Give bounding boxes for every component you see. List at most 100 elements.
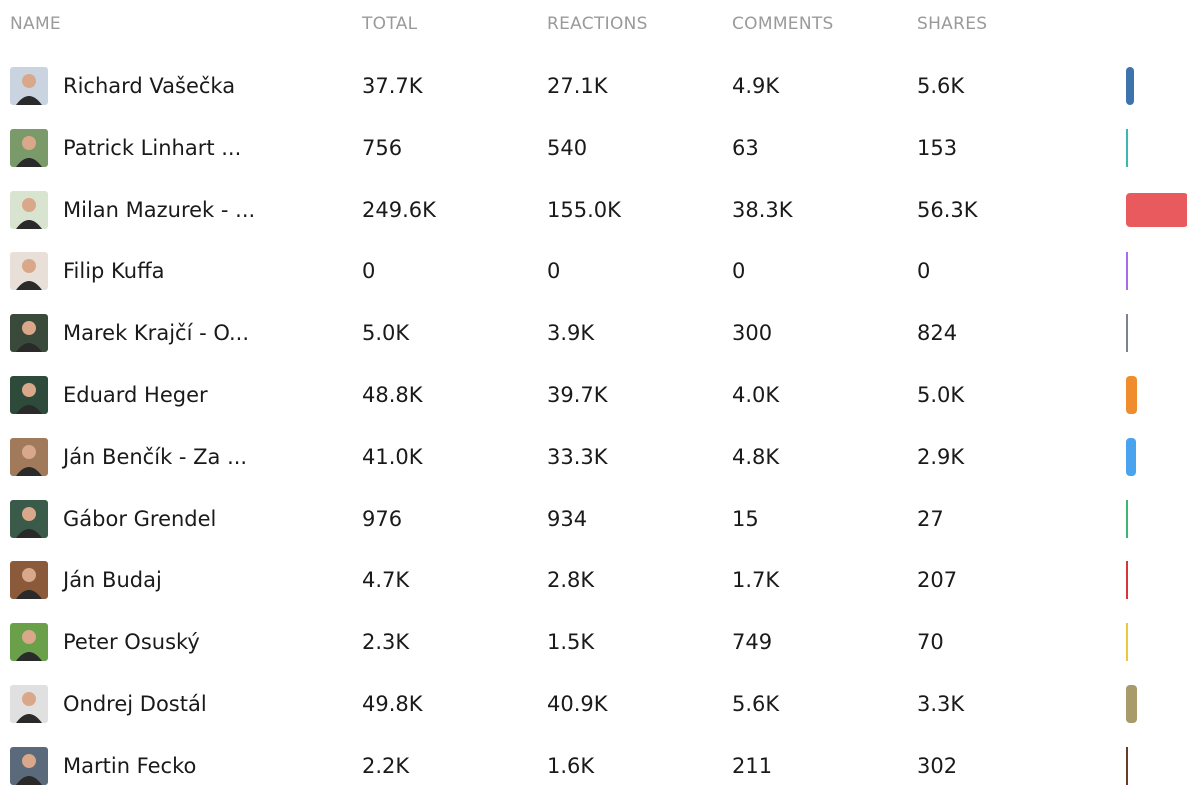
row-bar xyxy=(1126,500,1128,538)
cell-shares: 0 xyxy=(917,258,930,284)
row-bar xyxy=(1126,438,1136,476)
cell-name[interactable]: Ondrej Dostál xyxy=(63,691,207,717)
cell-name[interactable]: Eduard Heger xyxy=(63,382,208,408)
cell-reactions: 2.8K xyxy=(547,567,594,593)
cell-total: 48.8K xyxy=(362,382,423,408)
cell-name[interactable]: Peter Osuský xyxy=(63,629,200,655)
avatar xyxy=(10,561,48,599)
cell-total: 756 xyxy=(362,135,402,161)
cell-reactions: 0 xyxy=(547,258,560,284)
avatar-figure xyxy=(10,561,48,599)
cell-comments: 63 xyxy=(732,135,759,161)
column-header-shares[interactable]: SHARES xyxy=(917,14,987,34)
row-bar xyxy=(1126,561,1128,599)
cell-comments: 0 xyxy=(732,258,745,284)
avatar xyxy=(10,191,48,229)
cell-name[interactable]: Filip Kuffa xyxy=(63,258,164,284)
avatar-figure xyxy=(10,252,48,290)
cell-shares: 5.0K xyxy=(917,382,964,408)
row-bar xyxy=(1126,193,1187,227)
cell-shares: 2.9K xyxy=(917,444,964,470)
cell-name[interactable]: Gábor Grendel xyxy=(63,506,216,532)
avatar-figure xyxy=(10,685,48,723)
avatar xyxy=(10,314,48,352)
cell-comments: 4.9K xyxy=(732,73,779,99)
row-bar xyxy=(1126,623,1128,661)
page: NAME TOTAL REACTIONS COMMENTS SHARES Richard … xyxy=(0,0,1187,777)
cell-total: 976 xyxy=(362,506,402,532)
cell-shares: 70 xyxy=(917,629,944,655)
avatar-figure xyxy=(10,438,48,476)
cell-comments: 15 xyxy=(732,506,759,532)
cell-total: 49.8K xyxy=(362,691,423,717)
cell-shares: 824 xyxy=(917,320,957,346)
row-bar xyxy=(1126,314,1128,352)
cell-total: 2.3K xyxy=(362,629,409,655)
column-header-comments[interactable]: COMMENTS xyxy=(732,14,834,34)
row-bar xyxy=(1126,685,1137,723)
cell-shares: 207 xyxy=(917,567,957,593)
cell-total: 37.7K xyxy=(362,73,423,99)
cell-reactions: 3.9K xyxy=(547,320,594,346)
cell-reactions: 39.7K xyxy=(547,382,608,408)
avatar-figure xyxy=(10,747,48,785)
cell-name[interactable]: Marek Krajčí - O... xyxy=(63,320,249,346)
cell-comments: 38.3K xyxy=(732,197,793,223)
avatar-figure xyxy=(10,129,48,167)
cell-shares: 5.6K xyxy=(917,73,964,99)
cell-comments: 749 xyxy=(732,629,772,655)
avatar xyxy=(10,129,48,167)
column-header-name[interactable]: NAME xyxy=(10,14,61,34)
avatar xyxy=(10,747,48,785)
row-bar xyxy=(1126,747,1128,785)
column-header-reactions[interactable]: REACTIONS xyxy=(547,14,648,34)
row-bar xyxy=(1126,252,1128,290)
avatar xyxy=(10,67,48,105)
avatar-figure xyxy=(10,623,48,661)
cell-name[interactable]: Ján Benčík - Za ... xyxy=(63,444,247,470)
cell-shares: 27 xyxy=(917,506,944,532)
cell-reactions: 27.1K xyxy=(547,73,608,99)
cell-name[interactable]: Patrick Linhart ... xyxy=(63,135,241,161)
cell-reactions: 540 xyxy=(547,135,587,161)
cell-total: 41.0K xyxy=(362,444,423,470)
cell-total: 4.7K xyxy=(362,567,409,593)
avatar-figure xyxy=(10,67,48,105)
cell-reactions: 33.3K xyxy=(547,444,608,470)
avatar xyxy=(10,685,48,723)
cell-comments: 5.6K xyxy=(732,691,779,717)
cell-name[interactable]: Milan Mazurek - ... xyxy=(63,197,255,223)
row-bar xyxy=(1126,67,1134,105)
cell-comments: 4.0K xyxy=(732,382,779,408)
avatar xyxy=(10,376,48,414)
row-bar xyxy=(1126,376,1137,414)
column-header-total[interactable]: TOTAL xyxy=(362,14,417,34)
avatar-figure xyxy=(10,191,48,229)
cell-reactions: 934 xyxy=(547,506,587,532)
cell-reactions: 1.6K xyxy=(547,753,594,779)
avatar xyxy=(10,500,48,538)
avatar-figure xyxy=(10,376,48,414)
cell-shares: 56.3K xyxy=(917,197,978,223)
avatar xyxy=(10,438,48,476)
cell-shares: 3.3K xyxy=(917,691,964,717)
avatar xyxy=(10,252,48,290)
cell-total: 249.6K xyxy=(362,197,436,223)
cell-total: 5.0K xyxy=(362,320,409,346)
cell-reactions: 155.0K xyxy=(547,197,621,223)
cell-shares: 302 xyxy=(917,753,957,779)
cell-comments: 211 xyxy=(732,753,772,779)
cell-total: 2.2K xyxy=(362,753,409,779)
cell-name[interactable]: Martin Fecko xyxy=(63,753,196,779)
cell-reactions: 1.5K xyxy=(547,629,594,655)
avatar-figure xyxy=(10,500,48,538)
cell-comments: 1.7K xyxy=(732,567,779,593)
cell-name[interactable]: Ján Budaj xyxy=(63,567,162,593)
cell-shares: 153 xyxy=(917,135,957,161)
cell-name[interactable]: Richard Vašečka xyxy=(63,73,235,99)
cell-reactions: 40.9K xyxy=(547,691,608,717)
row-bar xyxy=(1126,129,1128,167)
cell-total: 0 xyxy=(362,258,375,284)
cell-comments: 300 xyxy=(732,320,772,346)
cell-comments: 4.8K xyxy=(732,444,779,470)
